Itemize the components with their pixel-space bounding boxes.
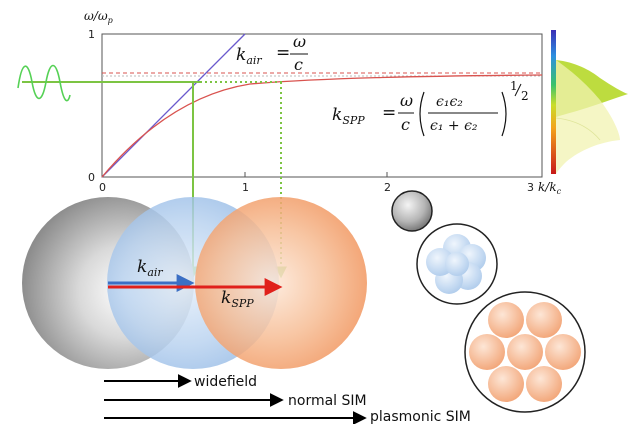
emission-spectrum-weak — [556, 60, 620, 174]
resolution-packing-icons — [391, 190, 586, 413]
equation-k-spp: kSPP = ω c ϵ₁ϵ₂ ϵ₁ + ϵ₂ 1 2 — [332, 79, 529, 137]
exponent-numerator: 1 — [510, 79, 518, 93]
k-spp-equals: = — [382, 103, 396, 123]
k-air-denominator: c — [294, 55, 303, 74]
normal-sim-psf-cluster — [426, 234, 486, 294]
k-air-numerator: ω — [293, 32, 306, 51]
exponent-slash — [514, 83, 522, 97]
k-spp-fraction-denominator: ϵ₁ + ϵ₂ — [430, 118, 478, 134]
x-tick-0: 0 — [99, 181, 106, 194]
spectrum-outline — [555, 117, 601, 141]
y-axis-label: ω/ωp — [84, 9, 113, 25]
x-tick-2: 2 — [384, 181, 391, 194]
k-spp-symbol: kSPP — [332, 105, 365, 127]
y-tick-0: 0 — [88, 171, 95, 184]
light-line — [101, 33, 246, 178]
spp-dispersion-curve — [101, 74, 543, 178]
x-axis-label: k/kc — [538, 180, 562, 196]
orange-psf-dot — [488, 302, 524, 338]
normal-sim-label: normal SIM — [288, 393, 367, 409]
k-spp-c: c — [401, 115, 410, 134]
orange-psf-dot — [526, 302, 562, 338]
plasmonic-sim-psf-cluster — [469, 302, 581, 402]
light-wave-icon — [17, 64, 71, 102]
orange-psf-dot — [488, 366, 524, 402]
equation-k-air: kair = ω c — [236, 32, 308, 74]
right-paren — [501, 91, 507, 137]
method-legend: widefield normal SIM plasmonic SIM — [104, 374, 471, 424]
k-spp-fraction-numerator: ϵ₁ϵ₂ — [436, 94, 463, 110]
k-air-equals: = — [276, 43, 290, 63]
k-spp-vector-label: kSPP — [221, 288, 254, 310]
orange-psf-dot — [545, 334, 581, 370]
blue-psf-dot — [445, 252, 469, 276]
plasmonic-sim-circle — [195, 197, 367, 369]
widefield-label: widefield — [194, 374, 257, 390]
orange-psf-dot — [469, 334, 505, 370]
k-spp-omega: ω — [400, 91, 413, 110]
fourier-support-circles: kair kSPP — [22, 197, 367, 369]
dispersion-plot: ω/ωp 1 0 0 1 2 3 k/kc — [17, 9, 628, 279]
plasmonic-sim-label: plasmonic SIM — [370, 409, 471, 424]
exponent-denominator: 2 — [521, 89, 529, 103]
k-air-symbol: kair — [236, 45, 262, 67]
plot-frame — [101, 33, 543, 178]
orange-psf-dot — [507, 334, 543, 370]
x-tick-1: 1 — [242, 181, 249, 194]
orange-psf-dot — [526, 366, 562, 402]
widefield-psf-icon — [391, 190, 433, 232]
x-tick-3: 3 — [527, 181, 534, 194]
left-paren — [419, 91, 425, 137]
color-spectrum-bar — [551, 30, 556, 174]
k-air-vector-label: kair — [137, 257, 163, 279]
y-tick-1: 1 — [88, 28, 95, 41]
